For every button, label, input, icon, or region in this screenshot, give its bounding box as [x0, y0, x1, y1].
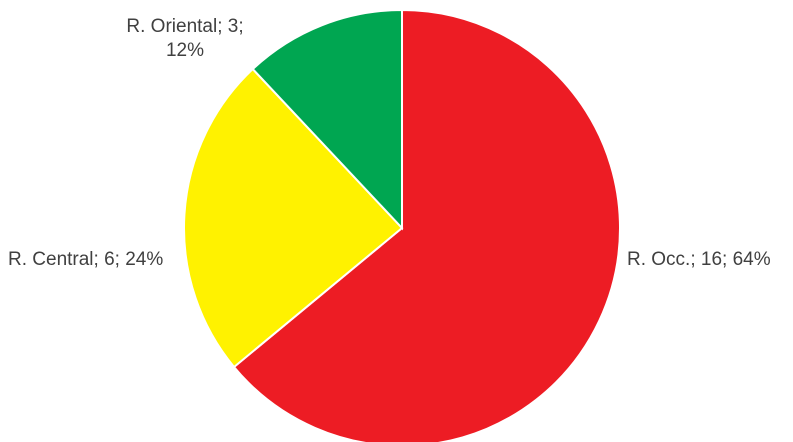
slice-r-central — [183, 67, 404, 369]
label-r-oriental-line1: R. Oriental; 3; — [126, 16, 244, 37]
slice-r-occ — [232, 8, 621, 442]
label-r-occ: R. Occ.; 16; 64% — [627, 249, 771, 270]
label-r-oriental-line2: 12% — [165, 40, 205, 61]
label-r-oriental: R. Oriental; 3; 12% — [105, 15, 265, 63]
slice-r-oriental — [251, 8, 403, 231]
label-r-central: R. Central; 6; 24% — [8, 249, 164, 270]
